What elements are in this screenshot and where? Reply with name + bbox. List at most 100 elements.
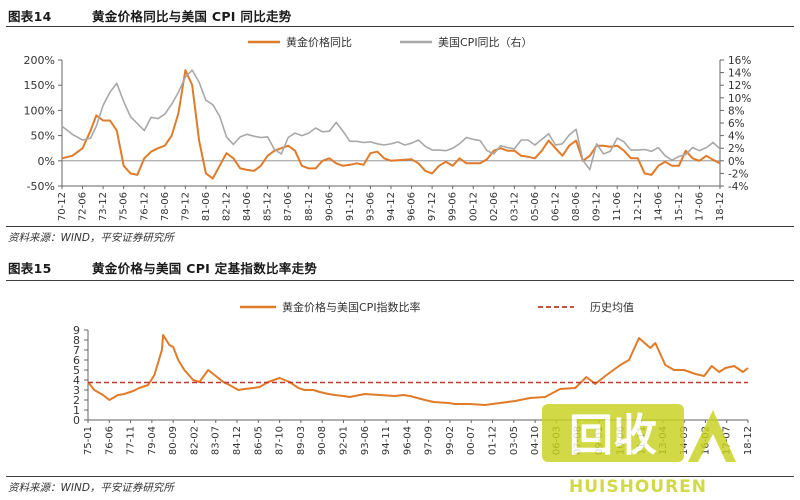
right-y-tick-label: 4% <box>728 131 745 143</box>
x-tick-label: 99-06 <box>448 192 459 221</box>
us-cpi-yoy-line <box>61 69 721 171</box>
x-tick-label: 78-06 <box>160 192 171 221</box>
x-tick-label: 12-12 <box>633 192 644 221</box>
y-tick-label: 0 <box>73 414 80 427</box>
figure-14-source: 资料来源：WIND，平安证券研究所 <box>8 232 174 244</box>
x-tick-label: 14-09 <box>679 426 690 455</box>
x-tick-label: 90-06 <box>324 192 335 221</box>
watermark-logo-subtext: HUISHOUREN <box>569 477 707 497</box>
x-tick-label: 09-12 <box>592 192 603 221</box>
x-tick-label: 96-04 <box>402 426 413 455</box>
x-tick-label: 91-12 <box>345 192 356 221</box>
x-tick-label: 03-05 <box>509 426 520 455</box>
x-tick-label: 85-12 <box>263 192 274 221</box>
x-tick-label: 76-12 <box>139 192 150 221</box>
x-tick-label: 02-06 <box>489 192 500 221</box>
right-y-tick-label: 0% <box>728 156 745 168</box>
y-tick-label: 7 <box>73 344 80 357</box>
y-tick-label: 8 <box>73 334 80 347</box>
right-y-tick-label: 12% <box>728 80 751 92</box>
figure-15-title: 黄金价格与美国 CPI 定基指数比率走势 <box>92 261 318 276</box>
legend-label: 黄金价格同比 <box>286 35 352 49</box>
legend-label: 美国CPI同比（右） <box>438 35 533 49</box>
legend-label: 黄金价格与美国CPI指数比率 <box>282 300 421 314</box>
figure-15-title-rule <box>6 280 794 281</box>
right-y-tick-label: 8% <box>728 105 745 117</box>
figure-15-heading: 图表15 黄金价格与美国 CPI 定基指数比率走势 <box>8 258 317 277</box>
x-tick-label: 84-12 <box>232 426 243 455</box>
x-tick-label: 88-12 <box>304 192 315 221</box>
x-tick-label: 17-07 <box>722 426 733 455</box>
right-y-tick-label: 10% <box>728 93 751 105</box>
x-tick-label: 79-04 <box>147 426 158 455</box>
x-tick-label: 00-12 <box>468 192 479 221</box>
x-tick-label: 73-12 <box>98 192 109 221</box>
figure-14-title-rule <box>6 26 794 27</box>
right-y-tick-label: -4% <box>728 181 748 193</box>
x-tick-label: 79-12 <box>180 192 191 221</box>
x-tick-label: 76-06 <box>104 426 115 455</box>
x-tick-label: 87-06 <box>283 192 294 221</box>
y-tick-label: 2 <box>73 394 80 407</box>
watermark-logo-badge <box>542 404 684 462</box>
y-tick-label: 3 <box>73 384 80 397</box>
y-tick-label: 4 <box>73 374 80 387</box>
x-tick-label: 77-11 <box>126 426 137 455</box>
x-tick-label: 05-06 <box>530 192 541 221</box>
gold-cpi-ratio-line <box>87 334 749 406</box>
left-y-tick-label: 100% <box>24 104 55 117</box>
x-tick-label: 80-09 <box>168 426 179 455</box>
left-y-tick-label: 150% <box>24 79 55 92</box>
x-tick-label: 93-06 <box>365 192 376 221</box>
x-tick-label: 03-12 <box>509 192 520 221</box>
x-tick-label: 75-01 <box>83 426 94 455</box>
figure-14-source-rule <box>6 226 794 227</box>
figure-15-number: 图表15 <box>8 261 52 276</box>
x-tick-label: 93-06 <box>360 426 371 455</box>
left-y-tick-label: 200% <box>24 54 55 67</box>
x-tick-label: 11-06 <box>612 192 623 221</box>
x-tick-label: 04-10 <box>530 426 541 455</box>
x-tick-label: 81-06 <box>201 192 212 221</box>
x-tick-label: 84-06 <box>242 192 253 221</box>
x-tick-label: 83-07 <box>211 426 222 455</box>
left-y-tick-label: 0% <box>38 155 55 168</box>
x-tick-label: 82-12 <box>222 192 233 221</box>
x-tick-label: 92-01 <box>338 426 349 455</box>
right-y-tick-label: 16% <box>728 55 751 67</box>
x-tick-label: 90-08 <box>317 426 328 455</box>
y-tick-label: 6 <box>73 354 80 367</box>
legend-label: 历史均值 <box>590 301 634 314</box>
watermark-logo-text: 回收 <box>569 410 657 461</box>
x-tick-label: 00-07 <box>466 426 477 455</box>
x-tick-label: 14-06 <box>653 192 664 221</box>
x-tick-label: 97-12 <box>427 192 438 221</box>
figure-15-source-rule <box>6 476 794 477</box>
x-tick-label: 82-02 <box>189 426 200 455</box>
x-tick-label: 87-10 <box>275 426 286 455</box>
x-tick-label: 15-12 <box>674 192 685 221</box>
x-tick-label: 86-05 <box>253 426 264 455</box>
figure-15-source: 资料来源：WIND，平安证券研究所 <box>8 482 174 494</box>
figure-14-heading: 图表14 黄金价格同比与美国 CPI 同比走势 <box>8 6 292 25</box>
x-tick-label: 06-12 <box>551 192 562 221</box>
x-tick-label: 75-06 <box>119 192 130 221</box>
x-tick-label: 96-06 <box>407 192 418 221</box>
right-y-tick-label: 2% <box>728 143 745 155</box>
x-tick-label: 70-12 <box>57 192 68 221</box>
figure-14-chart: -50%0%50%100%150%200%-4%-2%0%2%4%6%8%10%… <box>24 35 752 221</box>
left-y-tick-label: 50% <box>31 130 55 143</box>
watermark-logo: 回收 HUISHOUREN <box>542 404 736 497</box>
gold-yoy-line <box>61 69 721 180</box>
figure-14-title: 黄金价格同比与美国 CPI 同比走势 <box>92 9 292 24</box>
x-tick-label: 89-03 <box>296 426 307 455</box>
x-tick-label: 72-06 <box>78 192 89 221</box>
y-tick-label: 5 <box>73 364 80 377</box>
x-tick-label: 18-12 <box>743 426 754 455</box>
x-tick-label: 94-12 <box>386 192 397 221</box>
right-y-tick-label: -2% <box>728 168 748 180</box>
y-tick-label: 9 <box>73 324 80 337</box>
y-tick-label: 1 <box>73 404 80 417</box>
x-tick-label: 94-11 <box>381 426 392 455</box>
x-tick-label: 01-12 <box>488 426 499 455</box>
